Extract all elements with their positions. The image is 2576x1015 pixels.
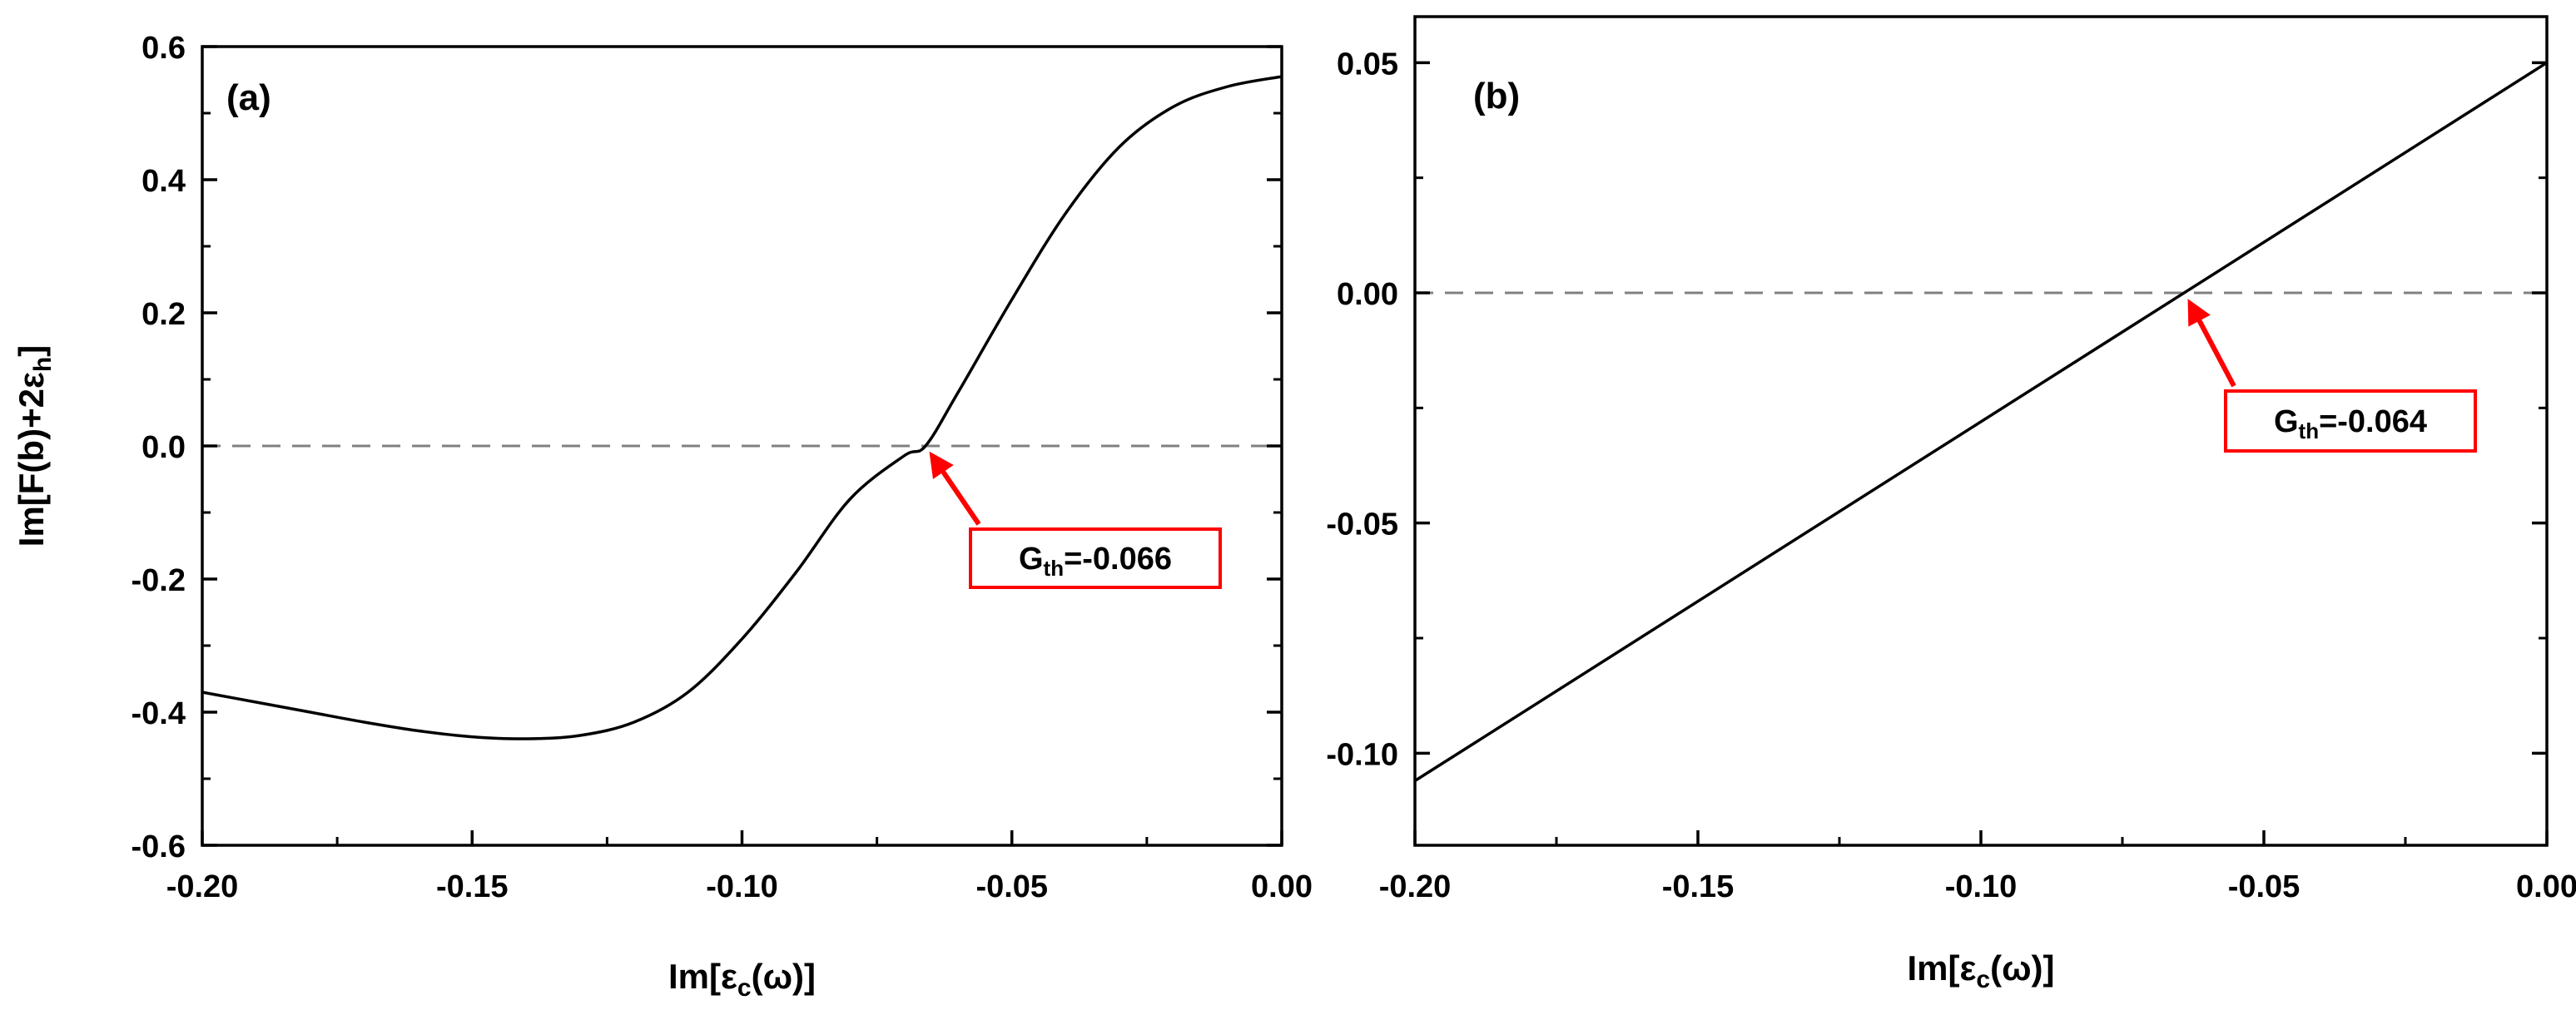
y-tick-label: 0.4 xyxy=(141,164,186,199)
panel-label: (b) xyxy=(1473,76,1520,116)
x-tick-label: -0.20 xyxy=(166,869,239,904)
annotation-arrow-head xyxy=(2187,299,2211,327)
panel-b: -0.20 -0.15 -0.10 -0.05 0.00 -0.10 -0.05 0.00 0.… xyxy=(1326,15,2576,993)
y-tick-label: 0.2 xyxy=(141,297,186,332)
x-axis-label: Im[εc(ω)] xyxy=(1907,948,2054,993)
y-tick-label: -0.2 xyxy=(132,563,186,598)
y-tick-label: 0.0 xyxy=(141,430,186,465)
x-tick-label: -0.20 xyxy=(1379,869,1452,904)
x-tick-label: -0.10 xyxy=(706,869,778,904)
x-tick-label: -0.15 xyxy=(436,869,509,904)
y-tick-label: -0.10 xyxy=(1326,737,1398,772)
y-tick-label: 0.05 xyxy=(1337,47,1398,82)
y-tick-label: 0.6 xyxy=(141,31,186,66)
y-tick-label: -0.05 xyxy=(1326,508,1398,542)
annotation-box xyxy=(969,527,1222,589)
x-tick-label: -0.15 xyxy=(1662,869,1735,904)
x-tick-label: 0.00 xyxy=(2516,869,2576,904)
panel-a: -0.20 -0.15 -0.10 -0.05 0.00 -0.6 -0.4 -0.2 0.0 0… xyxy=(12,31,1313,1002)
annotation-arrow-head xyxy=(929,451,954,479)
x-tick-label: -0.05 xyxy=(2228,869,2301,904)
panel-label: (a) xyxy=(226,77,271,118)
annotation-arrow-shaft xyxy=(2194,314,2236,388)
annotation-arrow-shaft xyxy=(937,465,981,526)
annotation-label: Gth=-0.064 xyxy=(2274,404,2427,443)
annotation-label: Gth=-0.066 xyxy=(1019,542,1172,581)
y-tick-label: -0.6 xyxy=(132,829,186,864)
y-axis-label: Im[F(b)+2εh] xyxy=(12,345,57,547)
x-tick-label: -0.05 xyxy=(975,869,1048,904)
x-tick-label: 0.00 xyxy=(1251,869,1313,904)
series-line xyxy=(1414,61,2548,783)
y-tick-label: -0.4 xyxy=(132,696,186,731)
series-line xyxy=(201,75,1283,740)
y-tick-label: 0.00 xyxy=(1337,277,1398,312)
annotation-box xyxy=(2224,389,2477,453)
x-axis-label: Im[εc(ω)] xyxy=(668,957,816,1002)
x-tick-label: -0.10 xyxy=(1945,869,2018,904)
